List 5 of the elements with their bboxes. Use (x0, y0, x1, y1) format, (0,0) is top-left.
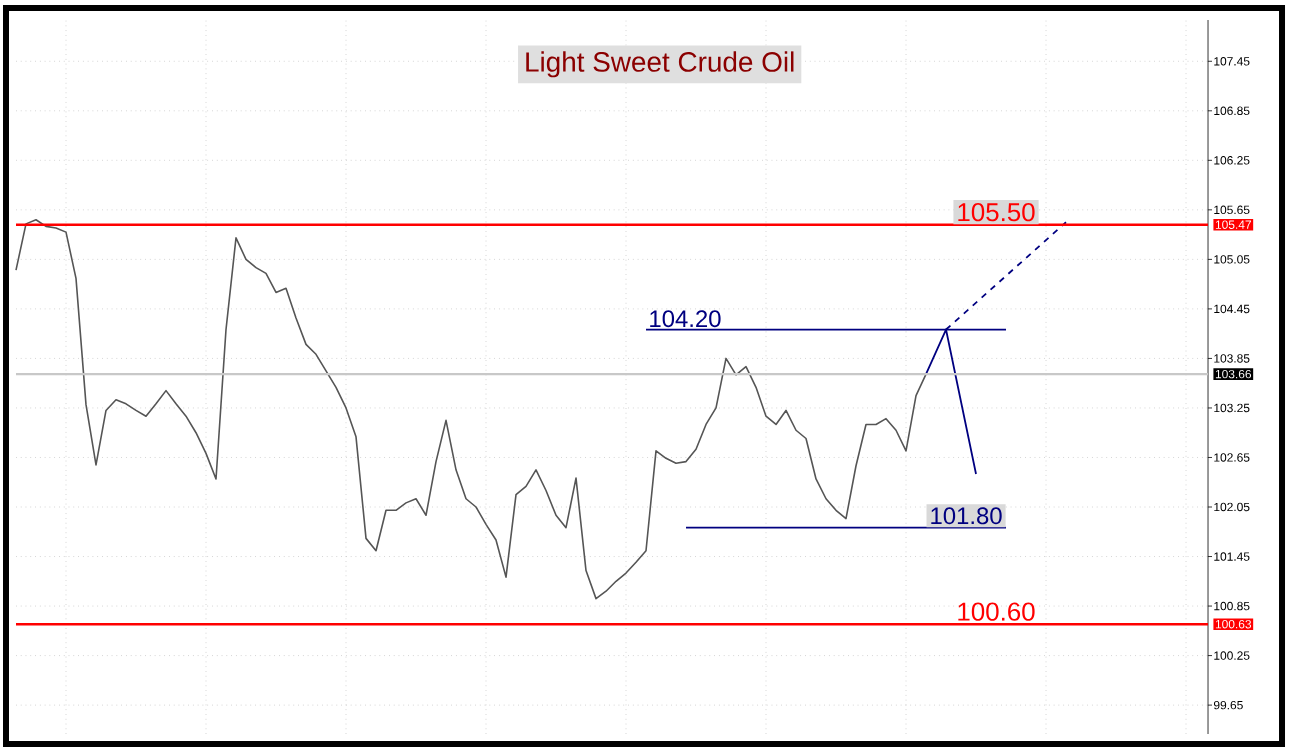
series-label: 101.80 (931, 507, 1002, 525)
annotation: 100.60 (958, 602, 1035, 621)
series-label: 104.20 (650, 310, 721, 328)
annotation: 105.50 (958, 202, 1035, 222)
text: Light Sweet Crude Oil (526, 51, 794, 78)
